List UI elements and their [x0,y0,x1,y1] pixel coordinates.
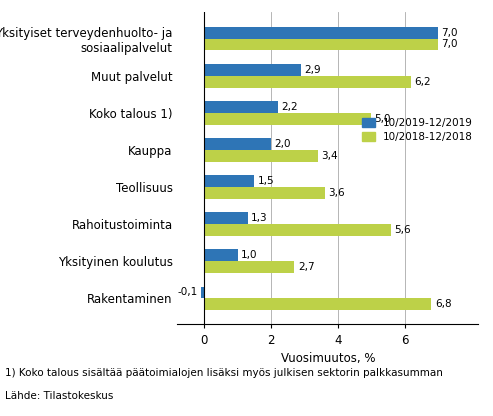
Bar [204,298,431,310]
Text: 1,5: 1,5 [258,176,274,186]
Bar [204,138,271,150]
Text: 2,0: 2,0 [275,139,291,149]
Bar [204,212,247,224]
Text: 6,2: 6,2 [415,77,431,87]
Bar [204,39,438,50]
Text: 7,0: 7,0 [441,27,458,37]
Bar [204,101,278,113]
Bar [204,224,391,236]
Text: 6,8: 6,8 [435,300,452,310]
Text: 2,2: 2,2 [281,102,298,112]
Text: 2,7: 2,7 [298,262,315,272]
Text: 1) Koko talous sisältää päätoimialojen lisäksi myös julkisen sektorin palkkasumm: 1) Koko talous sisältää päätoimialojen l… [5,368,443,378]
Text: -0,1: -0,1 [177,287,198,297]
Bar [204,113,371,125]
Bar [204,64,301,76]
Bar [204,261,294,273]
Text: 7,0: 7,0 [441,40,458,50]
Text: 3,6: 3,6 [328,188,345,198]
Bar [204,187,324,199]
X-axis label: Vuosimuutos, %: Vuosimuutos, % [281,352,375,365]
Text: 1,0: 1,0 [241,250,257,260]
Bar [201,287,204,298]
Text: 3,4: 3,4 [321,151,338,161]
Bar [204,76,411,87]
Text: 2,9: 2,9 [305,65,321,75]
Text: Lähde: Tilastokeskus: Lähde: Tilastokeskus [5,391,113,401]
Bar [204,250,238,261]
Text: 1,3: 1,3 [251,213,268,223]
Bar [204,175,254,187]
Legend: 10/2019-12/2019, 10/2018-12/2018: 10/2019-12/2019, 10/2018-12/2018 [362,118,473,142]
Text: 5,6: 5,6 [395,225,411,235]
Bar [204,27,438,39]
Bar [204,150,318,162]
Text: 5,0: 5,0 [375,114,391,124]
